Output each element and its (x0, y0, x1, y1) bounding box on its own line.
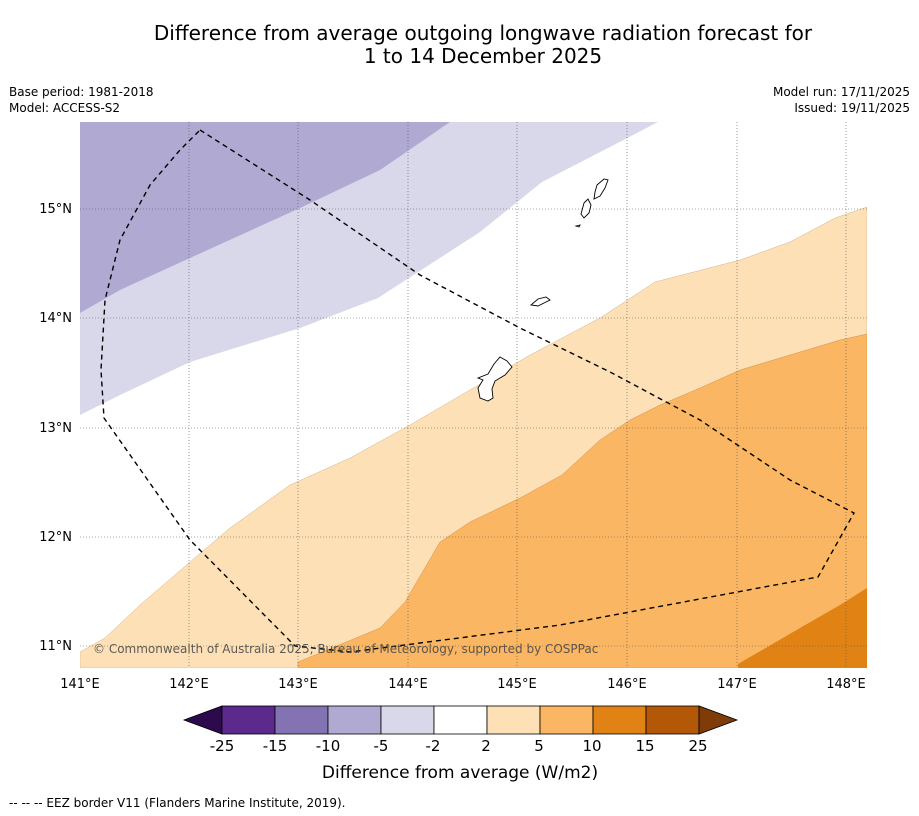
footnote-eez: -- -- -- EEZ border V11 (Flanders Marine… (9, 796, 346, 810)
issued-date: Issued: 19/11/2025 (794, 101, 910, 115)
colorbar-label: 15 (635, 737, 654, 755)
colorbar-swatch (221, 705, 276, 735)
colorbar-label: 25 (688, 737, 707, 755)
contour-fill-neg10 (80, 122, 450, 313)
lon-label: 143°E (278, 677, 318, 692)
colorbar-swatch (433, 705, 488, 735)
colorbar-label: -10 (316, 737, 341, 755)
lon-label: 148°E (826, 677, 866, 692)
colorbar-swatch (592, 705, 647, 735)
colorbar-label: -5 (374, 737, 389, 755)
colorbar-extend-low (182, 705, 223, 735)
colorbar-swatch (274, 705, 329, 735)
colorbar-label: -2 (426, 737, 441, 755)
colorbar-swatch (327, 705, 382, 735)
lat-label: 14°N (39, 311, 72, 326)
meta-left: Base period: 1981-2018 Model: ACCESS-S2 (9, 84, 154, 116)
map-area: © Commonwealth of Australia 2025, Bureau… (80, 122, 867, 668)
colorbar-title: Difference from average (W/m2) (322, 763, 598, 783)
island-saipan (593, 178, 609, 200)
lat-label: 13°N (39, 421, 72, 436)
meta-right: Model run: 17/11/2025 Issued: 19/11/2025 (773, 84, 910, 116)
lon-label: 142°E (169, 677, 209, 692)
island-rota (529, 296, 551, 307)
contour-fill-5 (297, 333, 867, 668)
copyright-text: © Commonwealth of Australia 2025, Bureau… (93, 642, 598, 656)
colorbar-label: 2 (481, 737, 491, 755)
lon-label: 147°E (717, 677, 757, 692)
title-line-2: 1 to 14 December 2025 (363, 44, 603, 68)
base-period: Base period: 1981-2018 (9, 85, 154, 99)
title-line-1: Difference from average outgoing longwav… (153, 21, 813, 45)
chart-title: Difference from average outgoing longwav… (0, 22, 919, 68)
colorbar-label: 5 (534, 737, 544, 755)
lon-tick-labels: 141°E 142°E 143°E 144°E 145°E 146°E 147°… (60, 677, 866, 692)
lon-label: 146°E (607, 677, 647, 692)
contour-fill-10 (738, 588, 867, 668)
island-guam (476, 356, 513, 402)
lon-label: 141°E (60, 677, 100, 692)
island-tinian (580, 198, 592, 219)
eez-border (100, 129, 855, 653)
islands (476, 178, 609, 402)
colorbar-label: -15 (263, 737, 288, 755)
model-run: Model run: 17/11/2025 (772, 85, 910, 99)
colorbar-swatch (539, 705, 594, 735)
colorbar-swatch (645, 705, 700, 735)
lon-label: 144°E (388, 677, 428, 692)
island-aguijan (574, 224, 581, 228)
model-name: Model: ACCESS-S2 (9, 101, 121, 115)
lat-label: 12°N (39, 530, 72, 545)
colorbar-label: -25 (210, 737, 235, 755)
colorbar-swatch (486, 705, 541, 735)
colorbar-labels: -25 -15 -10 -5 -2 2 5 10 15 25 (210, 737, 708, 755)
lon-label: 145°E (497, 677, 537, 692)
lat-label: 15°N (39, 202, 72, 217)
colorbar-swatch (380, 705, 435, 735)
colorbar-label: 10 (582, 737, 601, 755)
colorbar-extend-high (698, 705, 739, 735)
colorbar (182, 705, 739, 735)
lat-tick-labels: 15°N 14°N 13°N 12°N 11°N (39, 202, 72, 654)
lat-label: 11°N (39, 639, 72, 654)
graticule (80, 122, 867, 668)
